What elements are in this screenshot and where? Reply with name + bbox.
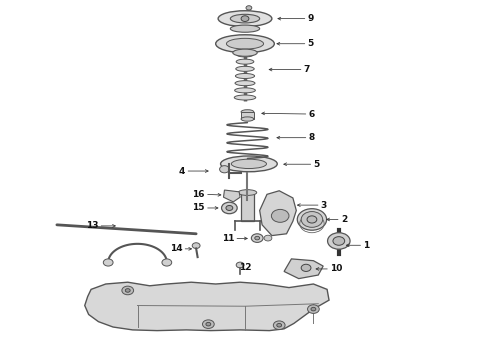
Text: 7: 7: [304, 65, 310, 74]
Polygon shape: [223, 190, 240, 202]
Text: 8: 8: [309, 133, 315, 142]
Circle shape: [206, 322, 211, 326]
Circle shape: [307, 216, 317, 223]
Text: 11: 11: [222, 234, 234, 243]
Circle shape: [301, 212, 323, 227]
Text: 3: 3: [321, 201, 327, 210]
Text: 10: 10: [330, 265, 343, 274]
Circle shape: [273, 321, 285, 329]
Ellipse shape: [234, 95, 256, 100]
Ellipse shape: [236, 66, 254, 71]
Text: 6: 6: [309, 109, 315, 118]
Circle shape: [264, 235, 272, 241]
Circle shape: [226, 206, 233, 211]
Ellipse shape: [237, 52, 253, 57]
Circle shape: [255, 236, 260, 240]
Text: 2: 2: [341, 215, 347, 224]
Circle shape: [311, 307, 316, 311]
Ellipse shape: [235, 73, 255, 78]
Ellipse shape: [230, 14, 260, 23]
Bar: [241, 112, 254, 119]
Ellipse shape: [231, 159, 267, 168]
Text: 15: 15: [193, 203, 205, 212]
Circle shape: [297, 209, 327, 230]
Circle shape: [125, 289, 130, 292]
Ellipse shape: [235, 88, 255, 93]
Circle shape: [221, 202, 237, 214]
Bar: [241, 193, 254, 221]
Text: 16: 16: [193, 190, 205, 199]
Circle shape: [162, 259, 172, 266]
Text: 4: 4: [179, 167, 185, 176]
Polygon shape: [85, 282, 329, 330]
Circle shape: [122, 286, 134, 295]
Circle shape: [246, 6, 252, 10]
Text: 12: 12: [239, 264, 252, 273]
Text: 1: 1: [363, 241, 369, 250]
Polygon shape: [284, 259, 323, 279]
Ellipse shape: [233, 49, 257, 56]
Text: 5: 5: [308, 39, 314, 48]
Ellipse shape: [241, 117, 254, 121]
Circle shape: [333, 237, 344, 245]
Circle shape: [220, 166, 229, 173]
Ellipse shape: [230, 25, 260, 32]
Ellipse shape: [220, 156, 277, 172]
Polygon shape: [260, 191, 296, 235]
Text: 14: 14: [170, 244, 182, 253]
Circle shape: [241, 16, 249, 22]
Ellipse shape: [216, 35, 274, 53]
Ellipse shape: [218, 11, 272, 27]
Ellipse shape: [241, 110, 254, 114]
Circle shape: [301, 264, 311, 271]
Ellipse shape: [238, 190, 257, 195]
Circle shape: [251, 234, 263, 242]
Circle shape: [271, 210, 289, 222]
Circle shape: [103, 259, 113, 266]
Circle shape: [277, 323, 282, 327]
Circle shape: [202, 320, 214, 328]
Circle shape: [192, 243, 200, 248]
Text: 9: 9: [308, 14, 314, 23]
Text: 13: 13: [86, 221, 98, 230]
Circle shape: [236, 262, 244, 268]
Ellipse shape: [226, 39, 264, 49]
Circle shape: [308, 305, 319, 314]
Ellipse shape: [235, 81, 255, 86]
Ellipse shape: [236, 59, 254, 64]
Circle shape: [328, 233, 350, 249]
Text: 5: 5: [314, 160, 319, 169]
